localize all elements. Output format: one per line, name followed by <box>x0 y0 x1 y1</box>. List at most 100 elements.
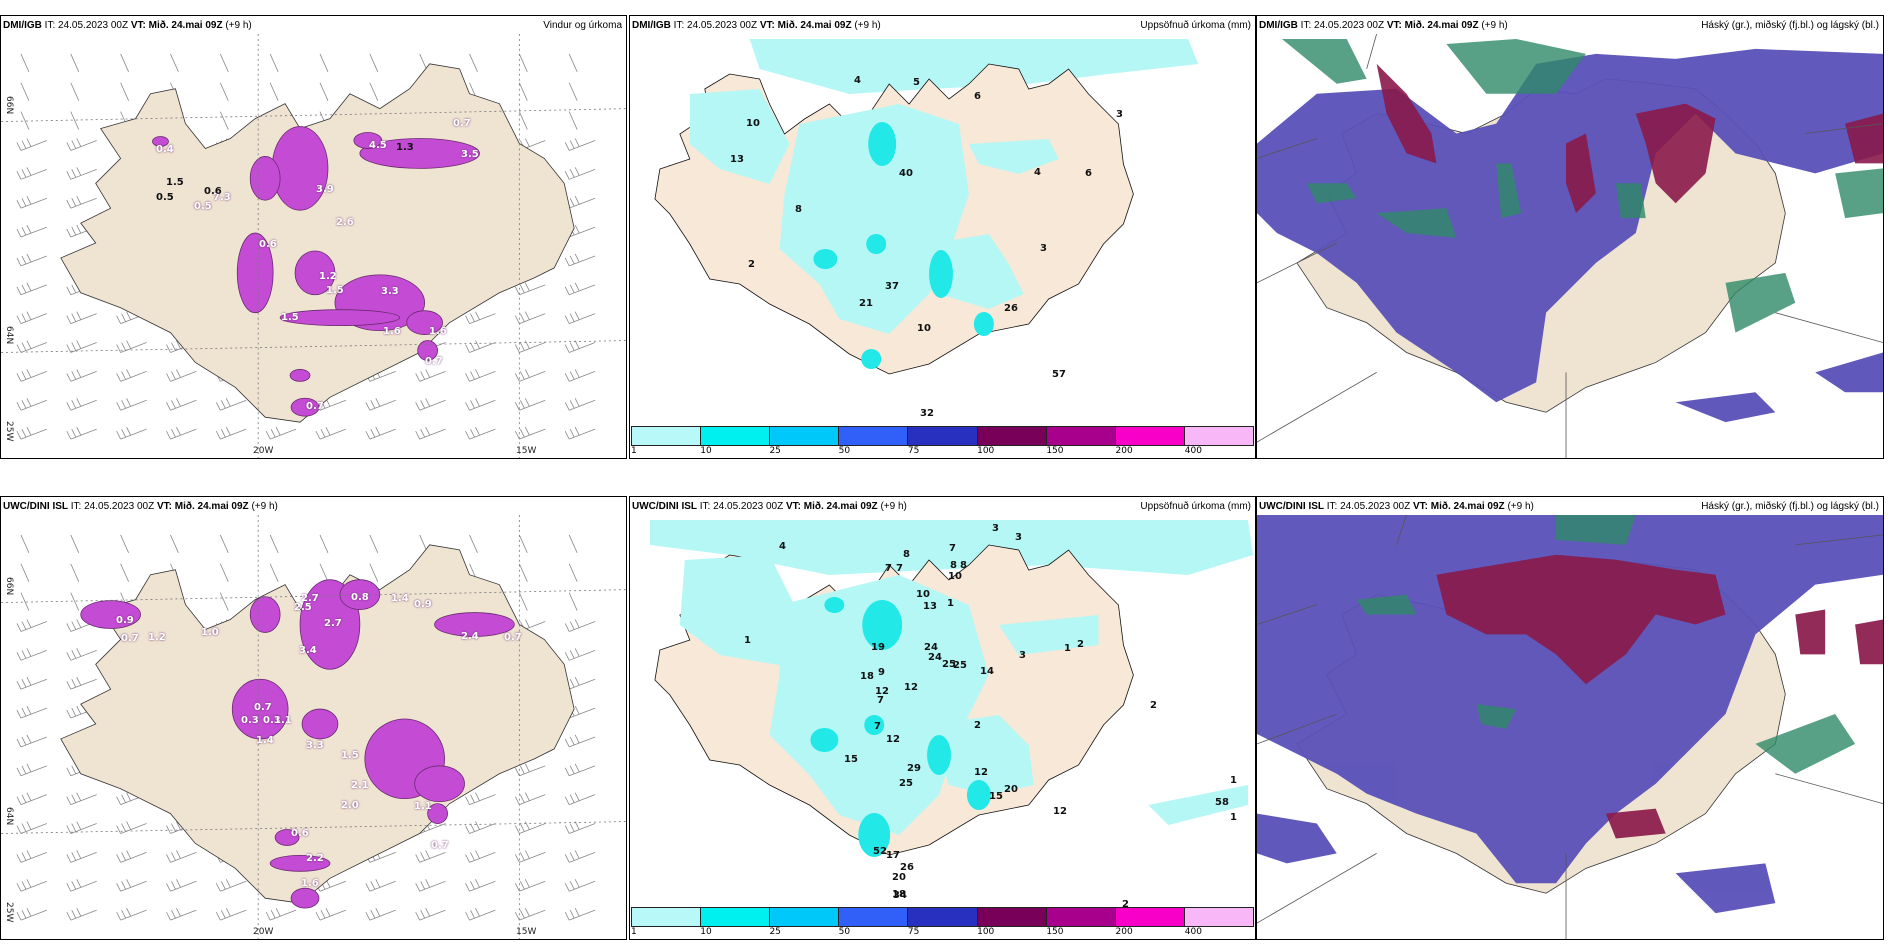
precip-value-label: 7 <box>874 721 881 732</box>
panel-accum-precip-dmi: DMI/IGB IT: 24.05.2023 00Z VT: Mið. 24.m… <box>629 15 1256 459</box>
wind-barb <box>415 398 446 411</box>
precip-value-label: 0.7 <box>431 840 449 851</box>
colorbar-tick-label: 400 <box>1184 927 1202 937</box>
precip-value-label: 0.3 <box>263 715 281 726</box>
colorbar-tick-label: 1 <box>631 927 637 937</box>
wind-barb <box>564 167 596 180</box>
precip-value-label: 0.7 <box>121 633 139 644</box>
product-title: Uppsöfnuð úrkoma (mm) <box>1140 20 1251 31</box>
wind-barb <box>116 792 147 806</box>
precip-value-label: 0.5 <box>194 201 212 212</box>
colorbar-swatch <box>908 427 978 445</box>
wind-barb <box>265 907 297 921</box>
wind-barb <box>564 850 596 863</box>
precip-value-label: 3 <box>992 523 999 534</box>
wind-barb <box>465 340 496 353</box>
wind-barb <box>319 563 329 582</box>
it-label: IT: <box>699 501 711 512</box>
wind-barb <box>16 138 47 151</box>
colorbar <box>631 426 1254 446</box>
lead-time: (+9 h) <box>1507 501 1534 512</box>
precip-value-label: 1.4 <box>391 593 409 604</box>
model-name: DMI/IGB <box>632 20 671 31</box>
precip-value-label: 17 <box>886 850 900 861</box>
wind-barb <box>66 821 97 834</box>
colorbar-tick-label: 50 <box>838 446 851 456</box>
precip-value-label: 1.2 <box>319 271 337 282</box>
wind-barb <box>20 82 30 101</box>
lat-label-66n: 66N <box>4 96 14 115</box>
wind-barb <box>116 426 147 440</box>
precip-value-label: 3 <box>1116 109 1123 120</box>
wind-barb <box>16 763 47 777</box>
precip-value-label: 1.5 <box>326 285 344 296</box>
it-value: 24.05.2023 00Z <box>713 501 784 512</box>
wind-barb <box>465 369 496 382</box>
wind-barb <box>514 907 546 921</box>
wind-barb <box>70 82 80 101</box>
vt-value: Mið. 24.mai 09Z <box>174 501 249 512</box>
model-name: DMI/IGB <box>1259 20 1298 31</box>
colorbar-swatch <box>1115 908 1185 926</box>
wind-barb <box>16 196 47 209</box>
it-value: 24.05.2023 00Z <box>1314 20 1385 31</box>
precip-value-label: 2.2 <box>306 853 324 864</box>
precip-value-label: 1.5 <box>281 312 299 323</box>
wind-barb <box>568 53 578 72</box>
panel-header: UWC/DINI ISL IT: 24.05.2023 00Z VT: Mið.… <box>1259 501 1534 512</box>
wind-barb <box>16 705 47 719</box>
wind-barb <box>166 850 197 863</box>
precip-value-label: 2.4 <box>461 631 479 642</box>
precip-value-label: 9 <box>878 667 885 678</box>
precip-value-label: 1 <box>1230 775 1237 786</box>
precip-value-label: 0.6 <box>259 239 277 250</box>
colorbar-swatch <box>701 427 771 445</box>
colorbar-tick-label: 200 <box>1115 927 1133 937</box>
wind-barb <box>564 426 596 440</box>
wind-barb <box>514 398 546 411</box>
precip-value-label: 13 <box>730 154 744 165</box>
wind-barb <box>269 53 279 72</box>
wind-barb <box>369 563 379 582</box>
precip-value-label: 1.5 <box>341 750 359 761</box>
wind-barb <box>269 82 279 101</box>
precip-value-label: 10 <box>948 571 962 582</box>
wind-barb <box>215 426 247 440</box>
wind-barb <box>564 138 596 151</box>
model-name: DMI/IGB <box>3 20 42 31</box>
wind-barb <box>514 369 546 382</box>
precip-value-label: 25 <box>899 778 913 789</box>
wind-barb <box>465 398 496 411</box>
wind-barb <box>70 53 80 72</box>
colorbar-tick-label: 100 <box>977 927 995 937</box>
wind-barb <box>219 53 229 72</box>
wind-barb <box>66 224 97 238</box>
wind-barb <box>16 369 47 382</box>
wind-barb <box>514 340 546 353</box>
wind-barb <box>568 82 578 101</box>
precip-value-label: 10 <box>917 323 931 334</box>
precip-value-label: 26 <box>900 862 914 873</box>
wind-barb <box>70 563 80 582</box>
precip-value-label: 10 <box>916 589 930 600</box>
wind-barb <box>365 398 396 411</box>
wind-barb <box>319 53 329 72</box>
precip-value-label: 4 <box>1034 167 1041 178</box>
precip-value-label: 52 <box>873 846 887 857</box>
wind-barb <box>564 253 596 267</box>
model-name: UWC/DINI ISL <box>1259 501 1324 512</box>
precip-value-label: 1.3 <box>396 142 414 153</box>
wind-barb <box>20 534 30 553</box>
lon-label-20w: 20W <box>253 927 274 937</box>
wind-barb <box>66 196 97 209</box>
precip-value-label: 34 <box>893 890 907 901</box>
wind-barb <box>16 282 47 296</box>
colorbar-tick-label: 10 <box>700 927 712 937</box>
wind-barb <box>465 879 496 892</box>
wind-barb <box>16 850 47 863</box>
precip-value-label: 4 <box>779 541 786 552</box>
wind-barb <box>66 340 97 353</box>
precip-value-label: 40 <box>899 168 913 179</box>
precip-value-label: 3 <box>1040 243 1047 254</box>
wind-barb <box>215 907 247 921</box>
